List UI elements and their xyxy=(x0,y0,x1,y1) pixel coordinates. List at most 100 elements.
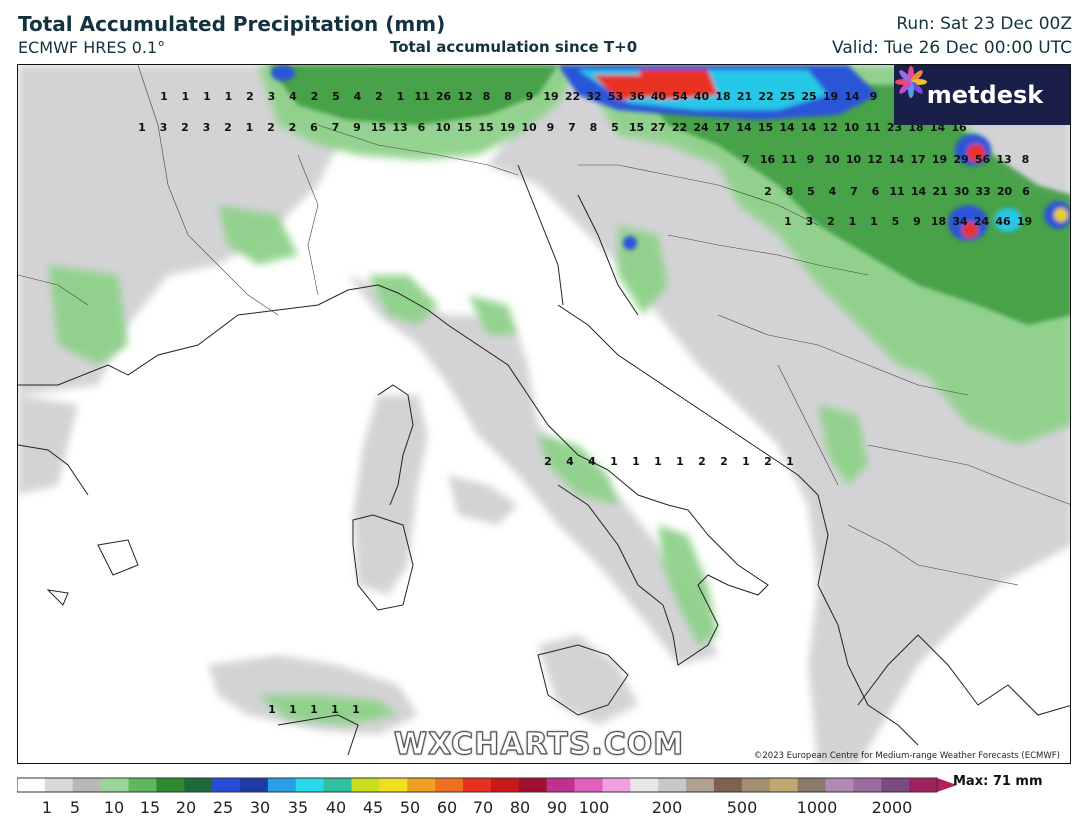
colorbar-segment xyxy=(240,778,269,792)
precip-value-label: 4 xyxy=(289,90,297,103)
precip-value-label: 5 xyxy=(611,121,619,134)
precip-value-label: 1 xyxy=(352,703,360,716)
colorbar-segment xyxy=(44,778,74,792)
precip-value-label: 20 xyxy=(997,185,1013,198)
precip-value-label: 8 xyxy=(590,121,598,134)
precip-value-label: 7 xyxy=(850,185,858,198)
precip-value-label: 15 xyxy=(371,121,386,134)
precip-value-label: 7 xyxy=(332,121,340,134)
precip-value-label: 25 xyxy=(780,90,795,103)
colorbar-tick-label: 1 xyxy=(41,798,53,817)
colorbar-tick-label: 60 xyxy=(436,798,458,817)
precip-value-label: 19 xyxy=(932,153,947,166)
colorbar-segment xyxy=(100,778,130,792)
precip-value-label: 9 xyxy=(870,90,878,103)
precip-value-label: 1 xyxy=(676,455,684,468)
colorbar-tick-label: 80 xyxy=(509,798,531,817)
precip-value-label: 1 xyxy=(268,703,276,716)
precip-value-label: 2 xyxy=(267,121,275,134)
colorbar-segment xyxy=(463,778,492,792)
precip-value-label: 8 xyxy=(483,90,491,103)
precip-value-label: 2 xyxy=(764,455,772,468)
precip-value-label: 4 xyxy=(829,185,837,198)
precip-value-label: 1 xyxy=(182,90,190,103)
precip-value-label: 18 xyxy=(715,90,730,103)
precip-value-label: 21 xyxy=(932,185,947,198)
precip-value-label: 2 xyxy=(181,121,189,134)
precip-value-label: 9 xyxy=(526,90,534,103)
precip-value-label: 15 xyxy=(478,121,493,134)
valid-time: Valid: Tue 26 Dec 00:00 UTC xyxy=(832,38,1072,58)
precip-value-label: 14 xyxy=(844,90,860,103)
max-label: Max: 71 mm xyxy=(953,774,1043,789)
colorbar-ticks: 1 5 10 15 20 25 30 35 40 45 50 60 70 80 90 100 200 500 100… xyxy=(17,798,957,820)
precip-value-label: 8 xyxy=(786,185,794,198)
precip-value-label: 6 xyxy=(872,185,880,198)
colorbar-segment xyxy=(128,778,157,792)
precip-value-label: 4 xyxy=(354,90,362,103)
precip-value-label: 3 xyxy=(160,121,168,134)
precip-value-label: 9 xyxy=(807,153,815,166)
colorbar-tick-label: 45 xyxy=(362,798,384,817)
precip-value-label: 14 xyxy=(801,121,817,134)
precip-value-label: 46 xyxy=(995,215,1011,228)
precip-value-label: 5 xyxy=(807,185,815,198)
precip-value-label: 29 xyxy=(953,153,968,166)
precip-value-label: 12 xyxy=(867,153,882,166)
precip-value-label: 10 xyxy=(824,153,840,166)
colorbar-tick-label: 100 xyxy=(578,798,610,817)
precip-value-label: 5 xyxy=(892,215,900,228)
precip-value-label: 25 xyxy=(801,90,816,103)
precip-value-label: 14 xyxy=(889,153,905,166)
colorbar-segment xyxy=(407,778,436,792)
precip-value-label: 27 xyxy=(650,121,665,134)
colorbar-segment xyxy=(825,778,854,792)
colorbar-segment xyxy=(156,778,185,792)
precip-value-label: 2 xyxy=(764,185,772,198)
precip-value-label: 2 xyxy=(827,215,835,228)
colorbar-segment xyxy=(630,778,659,792)
precip-value-label: 1 xyxy=(289,703,297,716)
precip-value-label: 1 xyxy=(397,90,405,103)
precip-value-label: 1 xyxy=(786,455,794,468)
colorbar-tick-label: 35 xyxy=(287,798,309,817)
precip-value-label: 33 xyxy=(975,185,990,198)
precip-value-label: 6 xyxy=(310,121,318,134)
precip-value-label: 2 xyxy=(289,121,297,134)
precip-value-label: 3 xyxy=(806,215,814,228)
colorbar-segment xyxy=(602,778,631,792)
precip-value-label: 1 xyxy=(654,455,662,468)
precip-value-label: 22 xyxy=(565,90,580,103)
precip-value-label: 34 xyxy=(952,215,968,228)
metdesk-logo: metdesk xyxy=(894,65,1070,125)
precip-value-label: 6 xyxy=(418,121,426,134)
country-borders xyxy=(18,65,1070,586)
precip-value-label: 13 xyxy=(392,121,407,134)
precip-value-label: 30 xyxy=(954,185,970,198)
colorbar-segment xyxy=(518,778,548,792)
precipitation-map: 1 1 1 1 2 3 4 2 5 4 2 1 11 26 12 8 8 9 19 22 32 53 36 40 54 40 18 2… xyxy=(17,64,1071,764)
precip-value-label: 1 xyxy=(331,703,339,716)
precip-value-label: 40 xyxy=(694,90,710,103)
precip-value-label: 10 xyxy=(846,153,862,166)
colorbar-segment xyxy=(267,778,297,792)
precip-value-label: 1 xyxy=(138,121,146,134)
precip-value-label: 1 xyxy=(849,215,857,228)
precip-value-label: 40 xyxy=(651,90,667,103)
colorbar-tick-label: 15 xyxy=(139,798,161,817)
precip-value-label: 6 xyxy=(1022,185,1030,198)
model-name: ECMWF HRES 0.1° xyxy=(18,38,166,57)
watermark: WXCHARTS.COM xyxy=(393,726,685,762)
colorbar-segment xyxy=(351,778,380,792)
precip-value-label: 10 xyxy=(435,121,451,134)
precip-value-label: 7 xyxy=(568,121,576,134)
precip-value-label: 1 xyxy=(870,215,878,228)
value-labels: 1 1 1 1 2 3 4 2 5 4 2 1 11 26 12 8 8 9 19 22 32 53 36 40 54 40 18 2… xyxy=(138,90,1032,716)
precip-value-label: 11 xyxy=(414,90,429,103)
colorbar-segment xyxy=(295,778,325,792)
colorbar-tick-label: 500 xyxy=(726,798,758,817)
precip-value-label: 19 xyxy=(1017,215,1032,228)
colorbar-tick-label: 70 xyxy=(472,798,494,817)
precip-value-label: 1 xyxy=(632,455,640,468)
precip-value-label: 36 xyxy=(629,90,645,103)
